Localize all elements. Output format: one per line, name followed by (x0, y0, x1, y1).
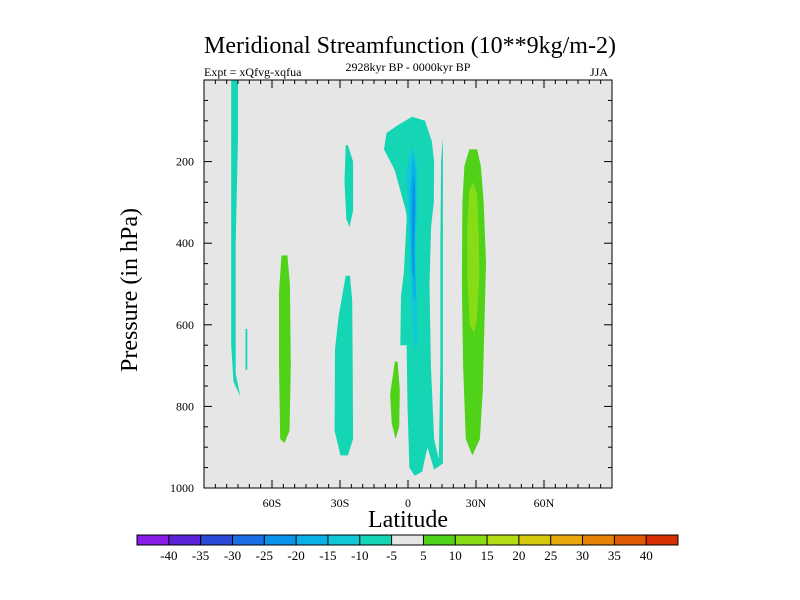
colorbar-label: -15 (319, 548, 336, 563)
season-label: JJA (590, 65, 608, 79)
contour-cell-minus25 (412, 173, 416, 280)
colorbar-swatch (614, 535, 647, 545)
colorbar-label: 30 (576, 548, 589, 563)
contour-spot-70S (245, 328, 248, 370)
experiment-label: Expt = xQfvg-xqfua (204, 65, 302, 79)
colorbar-label: 10 (449, 548, 462, 563)
colorbar-swatch (264, 535, 297, 545)
colorbar-label: 40 (640, 548, 653, 563)
contour-band-28N-inner (467, 182, 480, 333)
colorbar-label: -35 (192, 548, 209, 563)
colorbar-swatch (200, 535, 233, 545)
colorbar-swatch (518, 535, 551, 545)
colorbar-swatch (391, 535, 424, 545)
contour-band-75S (231, 80, 241, 397)
colorbar-swatch (137, 535, 170, 545)
chart-subtitle: 2928kyr BP - 0000kyr BP (346, 60, 471, 74)
colorbar-swatch (455, 535, 488, 545)
contour-band-27S-upper (344, 145, 354, 227)
x-tick-label: 60N (534, 496, 555, 510)
colorbar-label: -40 (160, 548, 177, 563)
colorbar-swatch (646, 535, 679, 545)
y-tick-label: 600 (176, 318, 194, 332)
colorbar-swatch (487, 535, 520, 545)
colorbar-swatch (168, 535, 201, 545)
colorbar-swatch (550, 535, 583, 545)
y-tick-label: 1000 (170, 481, 194, 495)
colorbar-label: -5 (386, 548, 397, 563)
y-tick-label: 200 (176, 155, 194, 169)
colorbar-swatch (582, 535, 615, 545)
colorbar-swatch (327, 535, 361, 545)
colorbar-label: -10 (351, 548, 368, 563)
contour-spot-6S (390, 361, 400, 439)
y-tick-label: 400 (176, 236, 194, 250)
x-tick-label: 0 (405, 496, 411, 510)
contour-band-27S-lower (334, 275, 354, 456)
contour-regions (231, 80, 486, 476)
colorbar-label: -30 (224, 548, 241, 563)
x-axis-title: Latitude (368, 507, 448, 533)
colorbar-swatch (296, 535, 329, 545)
colorbar-label: 5 (420, 548, 427, 563)
colorbar-swatch (232, 535, 265, 545)
x-tick-label: 30N (466, 496, 487, 510)
colorbar: -40 -35 -30 -25 -20 -15 -10 -5 5 10 15 20 25 30 35 40 (136, 534, 679, 563)
y-tick-label: 800 (176, 399, 194, 413)
colorbar-label: 25 (544, 548, 557, 563)
colorbar-swatch (359, 535, 392, 545)
axis-ticks: 60S 30S 0 30N 60N 200 400 600 800 1000 (170, 80, 612, 510)
chart-title: Meridional Streamfunction (10**9kg/m-2) (204, 33, 616, 59)
colorbar-frame (136, 534, 679, 546)
x-tick-label: 30S (331, 496, 350, 510)
colorbar-label: -20 (287, 548, 304, 563)
colorbar-label: 20 (512, 548, 525, 563)
contour-band-55S (279, 255, 291, 444)
x-tick-label: 60S (263, 496, 282, 510)
y-axis-title: Pressure (in hPa) (117, 208, 143, 372)
colorbar-swatch (423, 535, 456, 545)
colorbar-label: 35 (608, 548, 621, 563)
colorbar-label: -25 (256, 548, 273, 563)
colorbar-label: 15 (481, 548, 494, 563)
